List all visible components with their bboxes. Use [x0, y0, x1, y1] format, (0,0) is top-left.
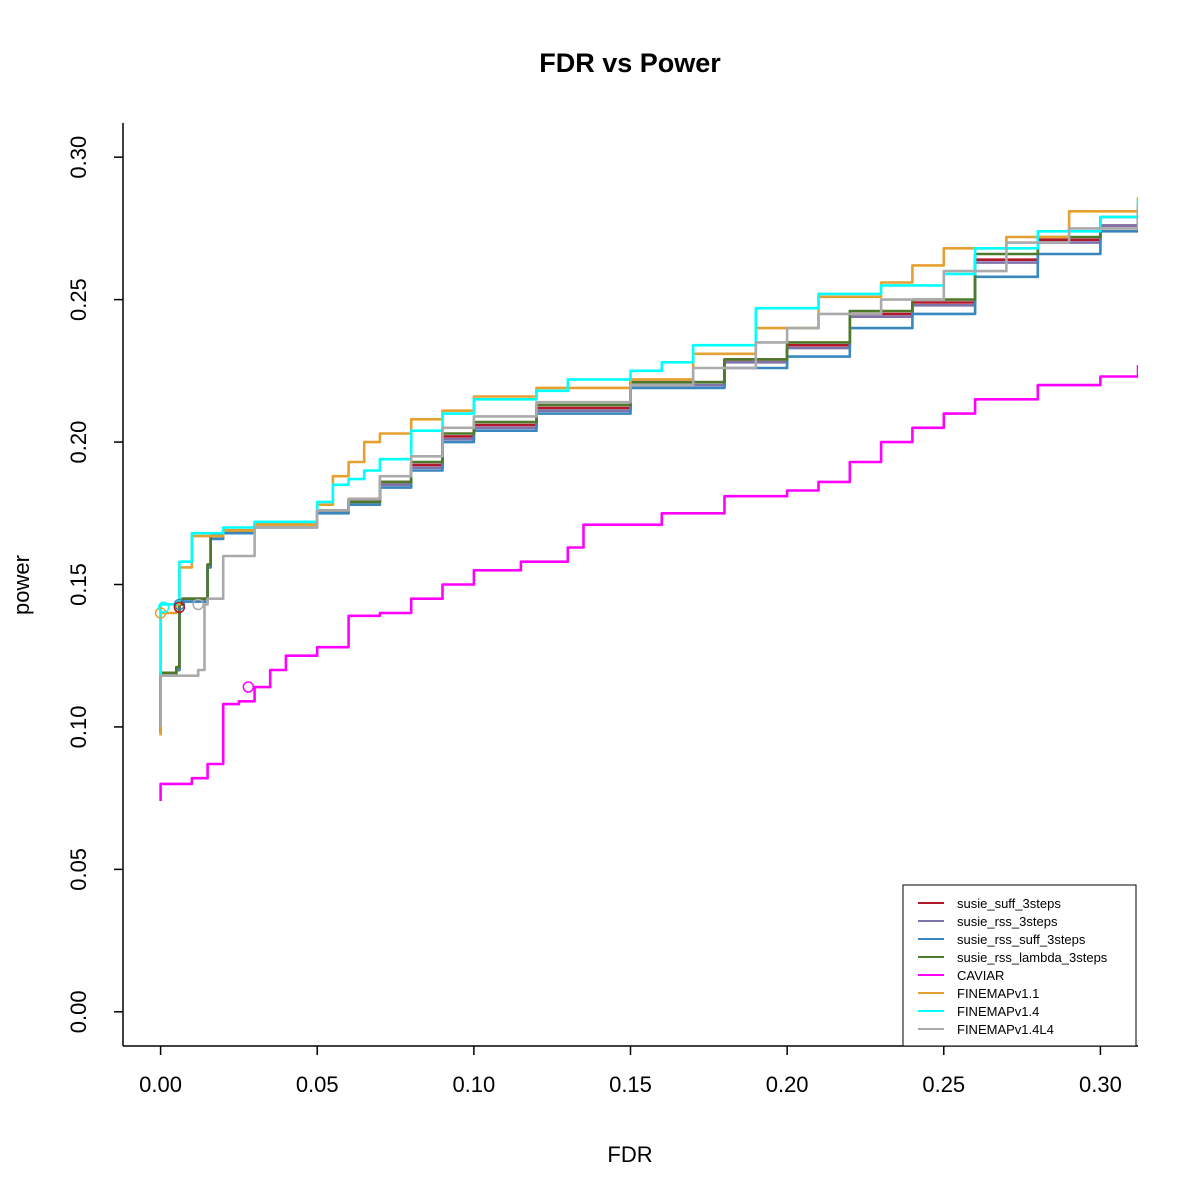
- series-line-susie-rss-suff-3steps: [159, 219, 1138, 733]
- x-tick-label: 0.00: [139, 1072, 182, 1097]
- x-tick-label: 0.25: [922, 1072, 965, 1097]
- y-tick-label: 0.10: [66, 706, 91, 749]
- marker-layer: [154, 598, 255, 693]
- legend-label: CAVIAR: [957, 968, 1004, 983]
- legend-label: FINEMAPv1.1: [957, 986, 1039, 1001]
- y-tick-label: 0.30: [66, 136, 91, 179]
- legend-label: susie_rss_3steps: [957, 914, 1058, 929]
- series-layer: [159, 197, 1138, 801]
- point-marker: [242, 681, 255, 693]
- x-tick-label: 0.20: [766, 1072, 809, 1097]
- x-tick-label: 0.30: [1079, 1072, 1122, 1097]
- y-tick-label: 0.25: [66, 278, 91, 321]
- x-tick-label: 0.05: [296, 1072, 339, 1097]
- chart-title: FDR vs Power: [539, 48, 721, 78]
- legend: susie_suff_3steps susie_rss_3steps susie_r…: [902, 884, 1137, 1047]
- y-axis-ticks: 0.00 0.05 0.10 0.15 0.20 0.25 0.30: [66, 136, 123, 1033]
- point-marker: [157, 601, 170, 614]
- series-line-finemapv1-4l4: [159, 205, 1138, 727]
- x-axis-label: FDR: [607, 1142, 652, 1167]
- point-marker: [154, 607, 167, 619]
- x-tick-label: 0.10: [452, 1072, 495, 1097]
- y-tick-label: 0.15: [66, 563, 91, 606]
- legend-label: susie_suff_3steps: [957, 896, 1061, 911]
- x-axis-ticks: 0.00 0.05 0.10 0.15 0.20 0.25 0.30: [139, 1046, 1122, 1097]
- point-marker: [173, 598, 186, 611]
- y-tick-label: 0.00: [66, 990, 91, 1033]
- y-tick-label: 0.20: [66, 421, 91, 464]
- legend-label: susie_rss_suff_3steps: [957, 932, 1086, 947]
- legend-label: FINEMAPv1.4: [957, 1004, 1039, 1019]
- legend-label: susie_rss_lambda_3steps: [957, 950, 1108, 965]
- legend-box: [902, 884, 1137, 1047]
- series-line-caviar: [159, 365, 1138, 801]
- y-tick-label: 0.05: [66, 848, 91, 891]
- point-marker: [173, 601, 186, 614]
- point-marker: [192, 598, 204, 611]
- x-tick-label: 0.15: [609, 1072, 652, 1097]
- legend-label: FINEMAPv1.4L4: [957, 1022, 1054, 1037]
- y-axis-label: power: [9, 555, 34, 615]
